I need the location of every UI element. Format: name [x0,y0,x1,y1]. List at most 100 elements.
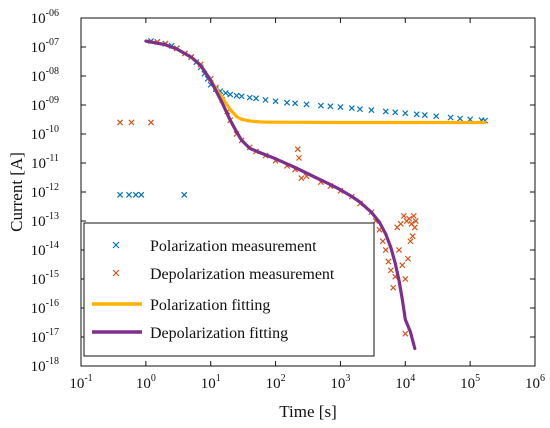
y-tick-exponent: -11 [46,153,59,164]
y-tick-base: 10 [31,69,46,85]
data-point [421,112,428,119]
y-tick-label: 10-10 [31,124,59,143]
data-point [385,258,392,265]
y-tick-exponent: -09 [46,95,59,106]
legend-box [83,222,375,357]
data-point [303,101,310,108]
data-point [138,191,145,198]
x-tick-base: 10 [525,376,540,392]
data-point [402,275,409,283]
data-point [379,238,386,245]
x-tick-label: 106 [525,373,545,392]
data-point [382,108,389,115]
y-tick-label: 10-09 [31,95,59,114]
y-tick-base: 10 [31,301,46,317]
x-tick-label: 101 [201,373,221,392]
data-point [117,191,124,198]
x-tick-exponent: 0 [151,373,156,384]
y-tick-exponent: -10 [46,124,59,135]
data-point [283,99,291,106]
data-point [411,224,418,231]
data-point [337,104,344,111]
y-tick-exponent: -07 [46,37,59,48]
y-tick-exponent: -14 [46,240,59,251]
data-point [412,217,419,225]
y-tick-label: 10-15 [31,269,59,288]
data-point [413,111,420,118]
data-point [399,262,406,269]
data-point [404,255,411,262]
x-tick-base: 10 [266,376,281,392]
data-point [390,284,397,291]
data-point [222,89,229,96]
y-tick-base: 10 [31,127,46,143]
data-point [246,94,253,101]
y-tick-base: 10 [31,156,46,172]
y-tick-label: 10-17 [31,327,59,346]
y-tick-base: 10 [31,330,46,346]
data-point [253,95,260,102]
data-point [227,91,234,98]
legend-marker [112,241,120,249]
data-point [395,246,403,254]
data-point [406,215,413,222]
y-tick-base: 10 [31,11,46,27]
data-point [147,119,155,126]
y-tick-exponent: -13 [46,211,59,222]
data-point [368,107,375,114]
data-point [125,191,133,198]
y-tick-base: 10 [31,185,46,201]
data-point [410,212,417,219]
data-point [409,233,416,240]
data-point [402,110,409,117]
data-point [392,109,399,116]
x-tick-label: 104 [395,373,415,392]
y-tick-label: 10-13 [31,211,59,230]
y-tick-base: 10 [31,359,46,375]
x-tick-label: 105 [460,373,480,392]
x-tick-label: 10-1 [69,373,92,392]
data-point [296,154,303,161]
x-tick-exponent: 6 [540,373,545,384]
y-tick-label: 10-16 [31,298,59,317]
data-point [181,191,188,198]
legend-item: Depolarization measurement [112,266,335,283]
x-tick-exponent: 1 [216,373,221,384]
y-tick-exponent: -15 [46,269,59,280]
x-tick-exponent: -1 [84,373,92,384]
y-tick-label: 10-14 [31,240,59,259]
x-tick-base: 10 [395,376,410,392]
x-axis-label: Time [s] [279,402,336,421]
legend: Polarization measurement Depolarization m… [83,222,375,357]
legend-item: Depolarization fitting [92,325,288,342]
legend-item: Polarization fitting [92,297,270,314]
data-point [238,93,245,100]
data-point [292,100,299,107]
data-point [457,115,464,122]
data-point [382,246,389,254]
data-point [298,175,305,182]
data-point [327,103,334,110]
data-point [387,267,394,274]
data-point [348,105,355,112]
y-tick-label: 10-06 [31,8,59,27]
y-tick-label: 10-18 [31,356,59,375]
series-layer [117,38,489,351]
x-tick-base: 10 [201,376,216,392]
plot-frame [80,17,536,367]
y-tick-exponent: -18 [46,356,59,367]
x-tick-exponent: 2 [281,373,286,384]
x-tick-label: 100 [136,373,156,392]
y-tick-base: 10 [31,98,46,114]
y-tick-exponent: -12 [46,182,59,193]
data-point [262,96,269,103]
y-tick-label: 10-07 [31,37,59,56]
x-tick-exponent: 3 [345,373,350,384]
legend-label: Depolarization fitting [150,325,288,342]
y-tick-exponent: -17 [46,327,59,338]
y-tick-base: 10 [31,40,46,56]
data-point [317,102,324,109]
x-tick-label: 102 [266,373,286,392]
y-tick-exponent: -06 [46,8,59,19]
